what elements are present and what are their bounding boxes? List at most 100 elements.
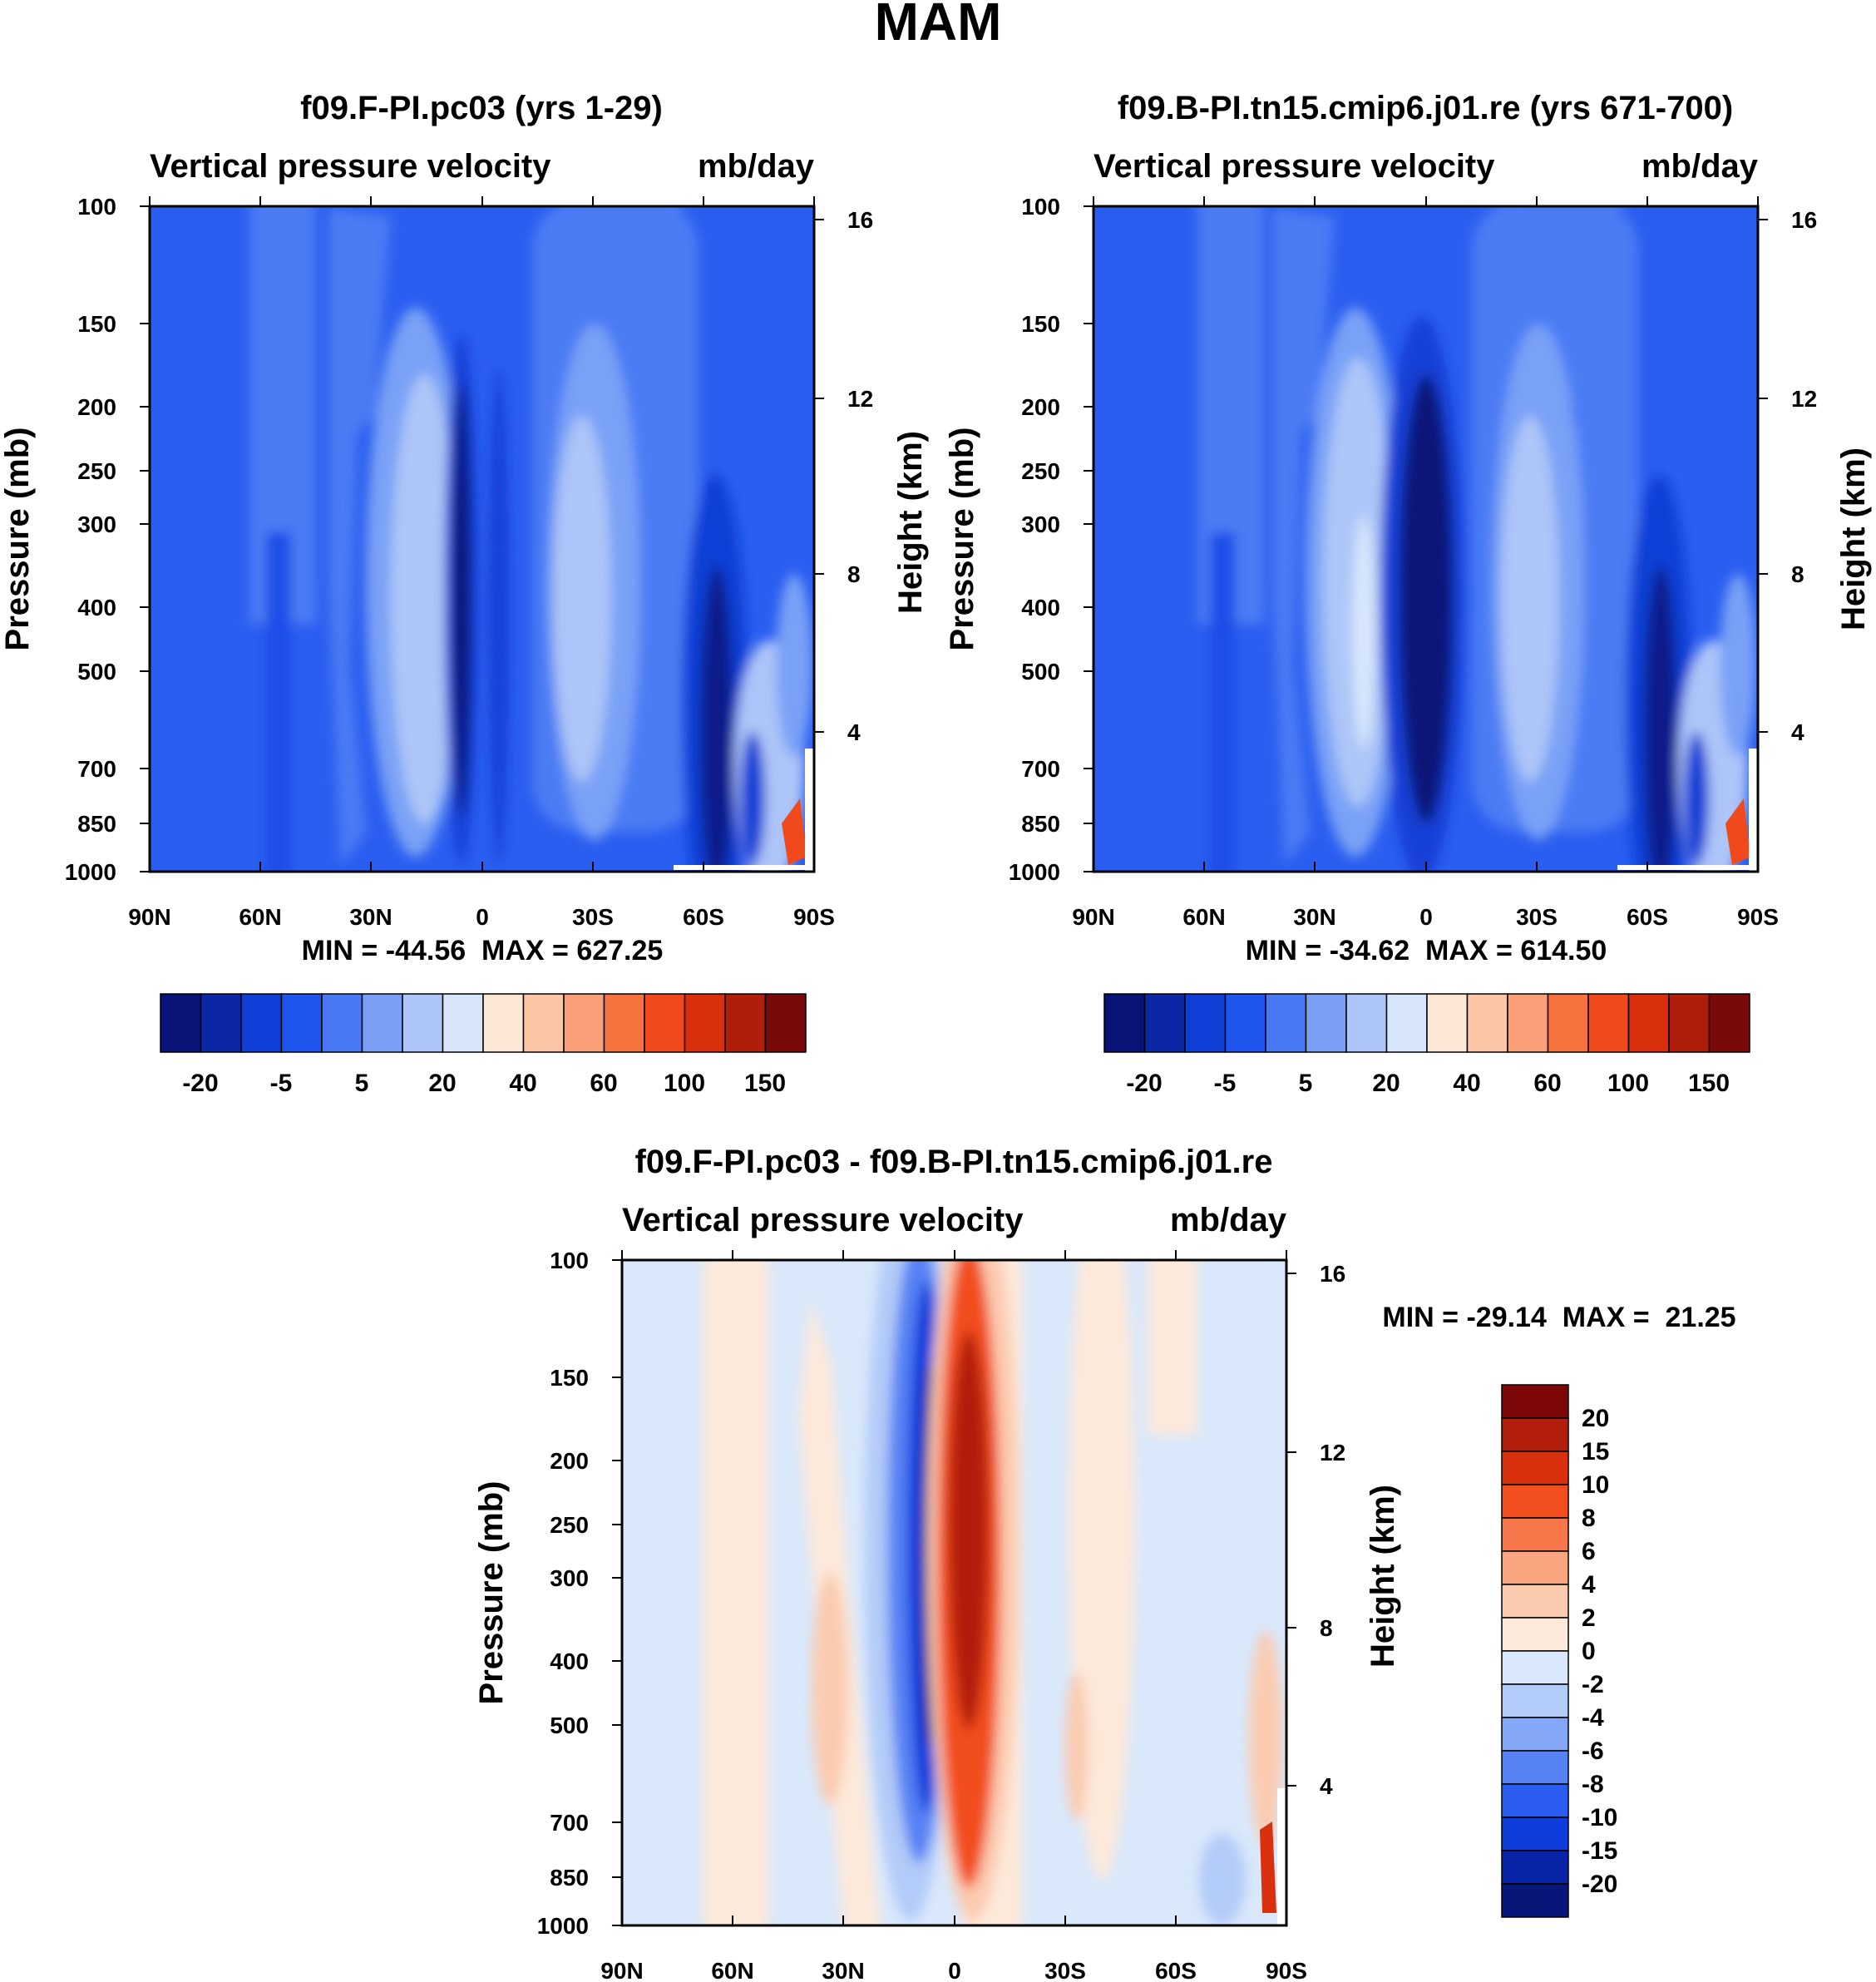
field-region xyxy=(1065,1672,1089,1821)
y-tick-label: 500 xyxy=(1021,659,1060,685)
colorbar-swatch xyxy=(240,993,283,1053)
colorbar-label: 8 xyxy=(1582,1505,1596,1532)
height-tick-label: 12 xyxy=(1320,1440,1345,1465)
x-tick-label: 60N xyxy=(239,904,281,930)
colorbar-swatch xyxy=(1143,993,1186,1053)
y-tick-label: 150 xyxy=(550,1365,589,1391)
colorbar-swatch xyxy=(1501,1584,1569,1619)
axis-ticks xyxy=(1084,196,1768,872)
y-tick-label: 400 xyxy=(77,595,116,620)
colorbar-label: -5 xyxy=(270,1070,293,1097)
axis-ticks xyxy=(140,196,824,872)
colorbar-label: 2 xyxy=(1582,1604,1596,1632)
x-tick-label: 90N xyxy=(128,904,170,930)
y-tick-label: 500 xyxy=(550,1713,589,1738)
panel-difference: f09.F-PI.pc03 - f09.B-PI.tn15.cmip6.j01.… xyxy=(473,1144,1736,1982)
colorbar-label: 5 xyxy=(355,1070,369,1097)
field-region xyxy=(1210,532,1235,872)
y-axis-label: Pressure (mb) xyxy=(0,428,36,651)
units-label: mb/day xyxy=(1642,148,1759,185)
field-region xyxy=(1501,416,1559,782)
x-tick-label: 0 xyxy=(476,904,489,930)
y-tick-label: 100 xyxy=(77,194,116,220)
colorbar-swatch xyxy=(1501,1517,1569,1552)
x-tick-label: 60N xyxy=(1182,904,1225,930)
field-region xyxy=(1249,1630,1282,1846)
height-tick-label: 8 xyxy=(1320,1615,1333,1641)
colorbar-swatch xyxy=(1501,1617,1569,1652)
variable-label: Vertical pressure velocity xyxy=(622,1202,1024,1238)
colorbar-label: -20 xyxy=(182,1070,218,1097)
colorbar-swatch xyxy=(1501,1417,1569,1452)
height-tick-label: 4 xyxy=(1320,1773,1333,1799)
height-tick-labels: 16 12 8 4 xyxy=(1320,1261,1345,1799)
field-region xyxy=(1720,574,1756,757)
colorbar-swatch xyxy=(764,993,807,1053)
x-tick-label: 60S xyxy=(683,904,724,930)
colorbar-swatch xyxy=(1501,1384,1569,1419)
y-tick-label: 500 xyxy=(77,659,116,685)
colorbar-label: 150 xyxy=(1688,1070,1730,1097)
y-tick-label: 850 xyxy=(77,811,116,837)
colorbar-swatch xyxy=(1501,1883,1569,1918)
y-tick-label: 400 xyxy=(1021,595,1060,620)
colorbar-swatch xyxy=(200,993,242,1053)
field-mask xyxy=(1617,865,1750,870)
y-tick-label: 300 xyxy=(77,512,116,537)
colorbar-label: 60 xyxy=(1533,1070,1561,1097)
colorbar-label: 10 xyxy=(1582,1471,1609,1499)
x-tick-label: 30S xyxy=(1044,1958,1086,1982)
colorbar-label: 4 xyxy=(1582,1571,1596,1599)
x-tick-label: 60S xyxy=(1627,904,1668,930)
colorbar-swatch xyxy=(1426,993,1469,1053)
height-tick-label: 8 xyxy=(847,561,861,587)
y-tick-label: 300 xyxy=(550,1565,589,1591)
colorbar-swatch xyxy=(442,993,484,1053)
x-tick-label: 0 xyxy=(948,1958,961,1982)
colorbar: -20 -5 5 20 40 60 100 150 xyxy=(1103,993,1750,1097)
colorbar-label: 15 xyxy=(1582,1438,1609,1465)
axis-ticks xyxy=(612,1250,1296,1926)
y-tick-label: 850 xyxy=(1021,811,1060,837)
colorbar-swatch xyxy=(1627,993,1670,1053)
x-tick-label: 30N xyxy=(822,1958,864,1982)
colorbar-label: 0 xyxy=(1582,1638,1596,1665)
y-tick-label: 150 xyxy=(77,311,116,337)
colorbar-swatch xyxy=(1501,1750,1569,1785)
colorbar-swatch xyxy=(644,993,686,1053)
y-tick-label: 150 xyxy=(1021,311,1060,337)
colorbar: -20 -5 5 20 40 60 100 150 xyxy=(160,993,807,1097)
colorbar-label: -2 xyxy=(1582,1671,1604,1698)
colorbar-swatch xyxy=(1501,1650,1569,1685)
variable-label: Vertical pressure velocity xyxy=(150,148,551,185)
field-region xyxy=(1352,516,1375,749)
y-tick-labels: 100 150 200 250 300 400 500 700 850 1000 xyxy=(537,1248,589,1939)
y-tick-label: 400 xyxy=(550,1648,589,1674)
field-region xyxy=(700,566,733,872)
colorbar-swatch xyxy=(1708,993,1750,1053)
colorbar-swatch xyxy=(563,993,605,1053)
y-tick-label: 250 xyxy=(1021,458,1060,484)
contour-field xyxy=(622,1260,1286,1925)
height-tick-label: 16 xyxy=(1320,1261,1345,1287)
field-region xyxy=(703,1260,769,1925)
field-region xyxy=(1199,1834,1246,1925)
colorbar-label: 150 xyxy=(744,1070,786,1097)
y-tick-label: 1000 xyxy=(65,859,116,885)
y-tick-labels: 100 150 200 250 300 400 500 700 850 1000 xyxy=(1009,194,1060,885)
x-tick-label: 30N xyxy=(1293,904,1335,930)
colorbar-swatch xyxy=(280,993,323,1053)
field-region xyxy=(1725,798,1750,865)
colorbar: 20 15 10 8 6 4 2 0 -2 -4 -6 -8 -10 -15 -… xyxy=(1501,1384,1617,1918)
units-label: mb/day xyxy=(1170,1202,1287,1238)
field-region xyxy=(949,1331,989,1730)
field-region xyxy=(1572,206,1622,424)
panel-title: f09.B-PI.tn15.cmip6.j01.re (yrs 671-700) xyxy=(1118,90,1733,126)
y-tick-label: 250 xyxy=(550,1512,589,1538)
x-tick-label: 60S xyxy=(1155,1958,1197,1982)
field-region xyxy=(328,208,391,865)
colorbar-label: 20 xyxy=(1582,1405,1609,1432)
colorbar-swatch xyxy=(1501,1717,1569,1752)
field-region xyxy=(489,366,509,865)
field-region xyxy=(553,416,611,782)
